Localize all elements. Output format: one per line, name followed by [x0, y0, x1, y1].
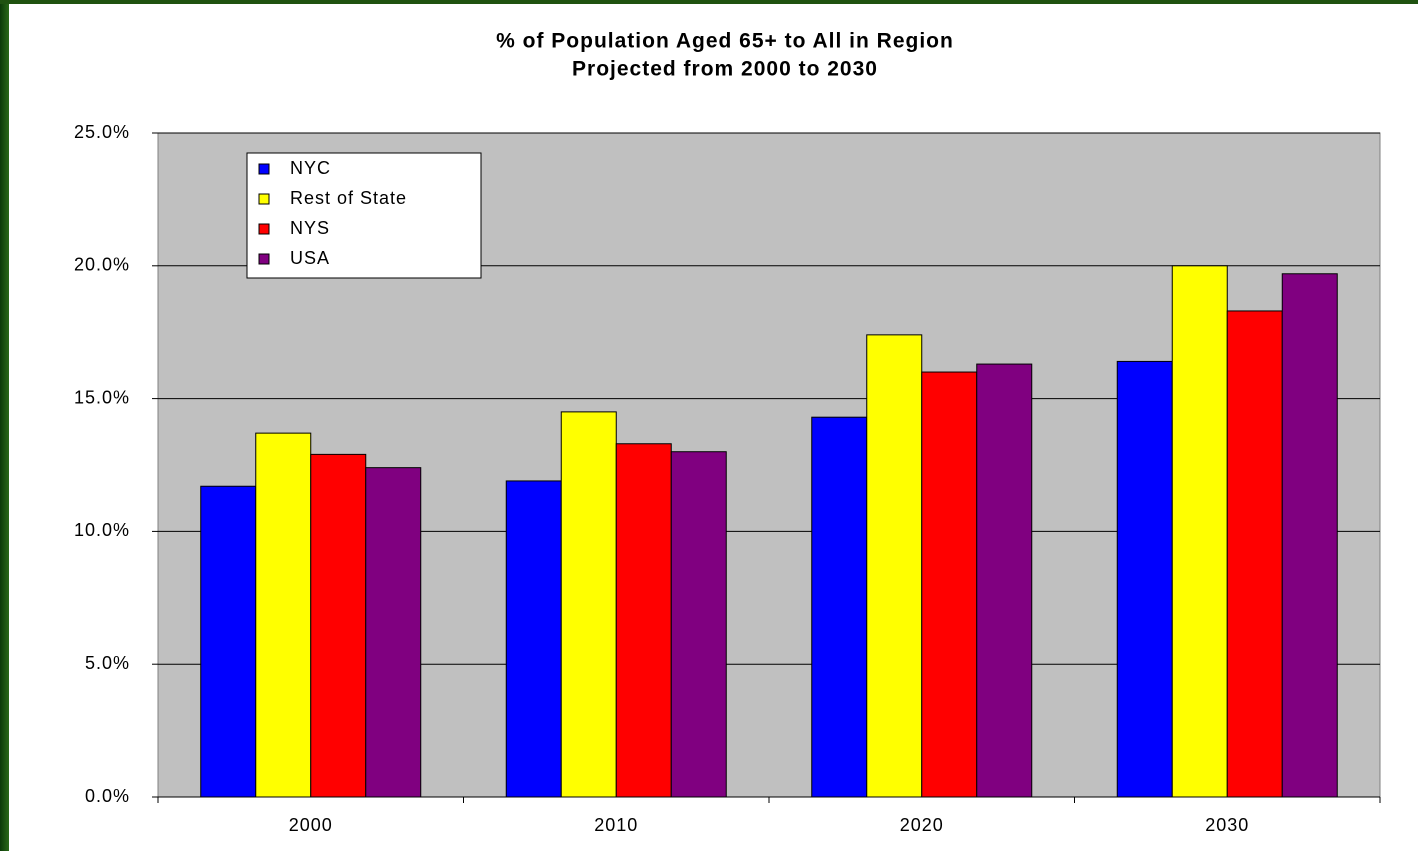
chart-title: % of Population Aged 65+ to All in Regio…: [496, 30, 954, 53]
legend-box: [246, 152, 482, 279]
y-tick-label: 0.0%: [85, 786, 130, 806]
x-tick-label: 2010: [594, 815, 638, 835]
y-tick-label: 20.0%: [74, 255, 130, 275]
bar: [1226, 310, 1283, 798]
legend-swatch: [258, 253, 270, 265]
border-left: [0, 0, 9, 851]
legend-swatch: [258, 193, 270, 205]
bar: [976, 363, 1033, 798]
bar: [1171, 265, 1228, 798]
legend-swatch: [258, 163, 270, 175]
y-tick-label: 5.0%: [85, 653, 130, 673]
border-top: [0, 0, 1418, 4]
bar: [811, 416, 868, 798]
x-tick-label: 2000: [289, 815, 333, 835]
legend-label: NYC: [290, 158, 331, 178]
legend-label: NYS: [290, 218, 330, 238]
bar: [505, 480, 562, 798]
bar: [200, 485, 257, 798]
bar: [310, 453, 367, 798]
y-tick-label: 15.0%: [74, 387, 130, 407]
bar: [255, 432, 312, 798]
legend-label: USA: [290, 248, 330, 268]
bar: [670, 451, 727, 798]
bar: [1281, 273, 1338, 798]
bar: [365, 467, 422, 798]
bar: [866, 334, 923, 798]
y-tick-label: 25.0%: [74, 122, 130, 142]
legend-label: Rest of State: [290, 188, 407, 208]
bar: [560, 411, 617, 798]
bar: [615, 443, 672, 798]
x-tick-label: 2020: [900, 815, 944, 835]
bar: [1116, 360, 1173, 798]
y-tick-label: 10.0%: [74, 520, 130, 540]
legend-swatch: [258, 223, 270, 235]
x-tick-label: 2030: [1205, 815, 1249, 835]
chart-subtitle: Projected from 2000 to 2030: [572, 58, 878, 81]
bar: [921, 371, 978, 798]
